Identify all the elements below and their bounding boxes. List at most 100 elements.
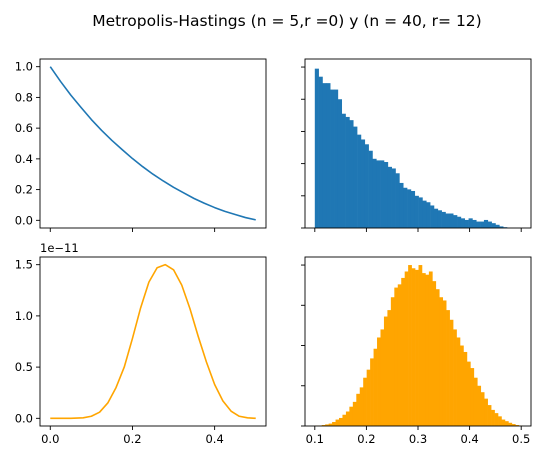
histogram-bar [337,99,343,229]
x-tick-label: 0.1 [306,432,324,446]
y-tick-label: 0.2 [15,183,33,197]
histogram-bar [377,337,381,426]
histogram-bar [332,421,336,426]
histogram-bar [480,221,485,228]
histogram-bar [457,216,462,228]
axes-bottom-left: 0.0 0.2 0.4 0.0 0.5 1.0 1.5 1e−11 [15,241,267,446]
histogram-bar [380,329,385,426]
histogram-bar [407,189,412,228]
histogram-bar [511,424,516,426]
histogram-bar [390,297,395,426]
histogram-bar [432,281,437,426]
histogram-bar [349,120,354,228]
histogram-bar [314,68,319,228]
histogram-bar [476,221,481,228]
histogram-bar [395,173,400,228]
histogram-bar [357,134,362,228]
axes-bottom-right: 0.1 0.2 0.3 0.4 0.5 [301,256,532,446]
histogram-bar [466,361,471,426]
histogram-bar [439,297,444,426]
axes-frame [39,58,267,229]
x-tick-label: 0.3 [409,432,427,446]
histogram-bar [401,277,405,426]
histogram-bar [515,425,520,426]
y-tick-label: 0.0 [15,411,33,425]
x-tick-label: 0.0 [41,432,59,446]
histogram-bar [495,224,500,228]
histogram-bar [373,348,378,426]
histogram-bar [363,377,367,426]
histogram-bar [483,219,489,228]
histogram-bar [472,219,477,228]
histogram-bar [453,215,458,228]
histogram-bar [456,337,461,426]
histogram-bar [368,150,373,228]
histogram-bar [339,417,343,426]
histogram-bar [430,205,435,228]
x-tick-label: 0.4 [460,432,478,446]
histogram-bar [411,268,416,426]
histogram-bar [437,210,442,228]
histogram-bar [446,310,450,426]
axes-frame [39,256,267,427]
x-tick-label: 0.5 [512,432,530,446]
histogram-bar [364,144,369,228]
histogram-bar [498,416,502,426]
histogram-bar [460,345,464,426]
histogram-bar [418,197,423,228]
histogram-bar [325,424,329,426]
histogram-bar [403,187,408,228]
axes-top-right [301,58,532,232]
histogram-bar [410,190,416,228]
histogram-bar [399,182,404,228]
series-line-bottom-left [50,263,256,420]
y-tick-label: 0.5 [15,360,33,374]
histogram-bar [349,406,354,426]
histogram-bar [345,411,350,426]
histogram-bar [501,419,506,426]
histogram-bar [366,369,371,426]
y-tick-label: 0.4 [15,152,33,166]
histogram-bar [404,271,409,426]
series-line-top-left [49,66,256,221]
histogram-bar [494,413,499,426]
histogram-bar [415,269,419,426]
histogram-bar [370,358,374,426]
histogram-bar [330,89,335,228]
histogram-bar [387,166,392,228]
histogram-bar [376,160,381,228]
histogram-bar [341,113,346,228]
x-tick-label: 0.2 [357,432,375,446]
histogram-bar [487,221,492,228]
histogram-bar [356,393,361,426]
histogram-bar [464,219,469,228]
axes-top-left: 0.0 0.2 0.4 0.6 0.8 1.0 [15,58,267,232]
y-tick-label: 1.0 [15,60,33,74]
histogram-bar [418,265,423,426]
y-tick-label: 1.0 [15,309,33,323]
y-offset-text: 1e−11 [40,241,79,255]
figure-title: Metropolis-Hastings (n = 5,r =0) y (n = … [92,12,481,30]
histogram-bar [360,139,366,228]
y-tick-label: 0.8 [15,90,33,104]
histogram-bar [391,168,396,228]
histogram-bar [322,83,327,228]
histogram-bar [442,300,447,426]
x-tick-label: 0.2 [123,432,141,446]
histogram-bar [353,126,358,228]
histogram-bar [425,274,430,426]
y-tick-label: 0.6 [15,121,33,135]
histogram-bar [468,218,473,228]
histogram-bar [422,200,427,228]
histogram-bar [480,392,485,426]
histogram-bar [328,423,333,426]
histogram-bar [359,387,364,426]
histogram-bar [504,421,509,426]
histogram-bar [342,414,347,426]
histogram-bar [491,409,495,426]
histogram-bar [460,218,466,228]
histogram-bar [334,89,339,228]
histogram-bar [321,425,326,426]
histogram-bar [491,223,496,228]
